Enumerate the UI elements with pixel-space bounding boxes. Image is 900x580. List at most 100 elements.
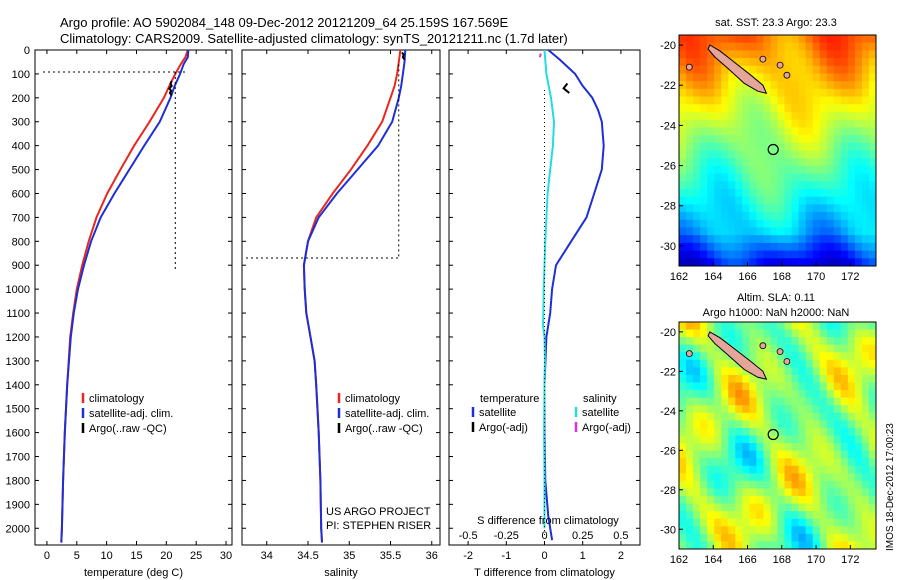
map-cell	[777, 374, 786, 384]
map-cell	[728, 112, 736, 121]
map-cell	[721, 189, 729, 198]
x-tick-label: 30	[220, 550, 232, 562]
map-cell	[777, 235, 786, 244]
map-cell	[861, 473, 870, 482]
map-cell	[749, 204, 757, 213]
map-cell	[742, 165, 750, 175]
map-cell	[756, 112, 765, 121]
map-cell	[763, 158, 772, 167]
map-cell	[833, 473, 842, 482]
map-cell	[714, 397, 722, 406]
map-cell	[861, 73, 870, 82]
map-cell	[847, 435, 856, 444]
map-cell	[812, 382, 821, 391]
map-cell	[840, 58, 849, 67]
map-frame	[678, 321, 877, 550]
map-cell	[868, 496, 876, 505]
map-cell	[700, 405, 708, 414]
map-cell	[868, 503, 876, 512]
map-cell	[707, 344, 715, 353]
map-cell	[770, 204, 779, 213]
map-cell	[805, 35, 814, 44]
map-cell	[826, 227, 835, 236]
map-cell	[721, 390, 729, 399]
map-cell	[770, 450, 779, 459]
map-cell	[791, 81, 800, 90]
map-cell	[868, 73, 876, 82]
map-cell	[833, 112, 842, 121]
map-cell	[819, 196, 828, 205]
map-cell	[777, 480, 786, 490]
map-cell	[868, 526, 876, 535]
map-cell	[791, 73, 800, 82]
map-cell	[826, 443, 835, 452]
map-cell	[798, 158, 807, 167]
map-cell	[833, 173, 842, 182]
map-cell	[721, 35, 729, 44]
map-cell	[819, 526, 828, 535]
map-cell	[812, 344, 821, 353]
s-tick-label: 0.25	[572, 530, 593, 542]
map-cell	[826, 65, 835, 75]
map-cell	[686, 227, 694, 236]
map-y-tick-label: -24	[660, 406, 676, 418]
y-tick-label: 1400	[6, 380, 30, 392]
map-cell	[763, 58, 772, 67]
y-tick-label: 1600	[6, 428, 30, 440]
map-cell	[770, 235, 779, 244]
map-cell	[735, 150, 743, 159]
map-cell	[861, 488, 870, 497]
map-cell	[833, 329, 842, 338]
map-cell	[679, 329, 687, 338]
map-cell	[693, 541, 701, 549]
map-cell	[714, 165, 722, 175]
map-cell	[686, 181, 694, 190]
map-cell	[679, 181, 687, 190]
map-cell	[770, 443, 779, 452]
map-cell	[840, 35, 849, 44]
map-cell	[868, 405, 876, 414]
map-cell	[756, 104, 765, 113]
map-y-tick-label: -22	[660, 80, 676, 92]
map-cell	[735, 50, 743, 59]
sla-map-subtitle: Argo h1000: NaN h2000: NaN	[703, 307, 850, 319]
map-cell	[833, 50, 842, 59]
map-cell	[826, 458, 835, 467]
map-cell	[686, 473, 694, 482]
map-cell	[728, 81, 736, 90]
map-cell	[707, 150, 715, 159]
map-cell	[735, 112, 743, 121]
map-cell	[840, 135, 849, 144]
map-cell	[854, 250, 863, 259]
map-cell	[728, 496, 736, 505]
map-cell	[693, 219, 701, 229]
map-cell	[819, 465, 828, 474]
map-cell	[861, 112, 870, 121]
map-cell	[749, 420, 757, 429]
map-cell	[749, 219, 757, 229]
map-cell	[791, 58, 800, 67]
map-cell	[735, 96, 743, 105]
map-cell	[791, 488, 800, 497]
x-tick-label: 35.5	[380, 550, 401, 562]
map-cell	[861, 119, 870, 128]
map-x-tick-label: 162	[670, 271, 688, 283]
map-y-tick-label: -20	[660, 40, 676, 52]
map-cell	[861, 58, 870, 67]
map-cell	[840, 420, 849, 429]
map-cell	[686, 526, 694, 535]
map-cell	[763, 458, 772, 467]
map-cell	[749, 142, 757, 152]
map-cell	[756, 337, 765, 346]
map-cell	[847, 382, 856, 391]
map-cell	[861, 35, 870, 44]
map-cell	[721, 204, 729, 213]
map-cell	[735, 127, 743, 136]
map-cell	[798, 427, 807, 437]
map-cell	[763, 465, 772, 474]
map-cell	[854, 158, 863, 167]
map-cell	[700, 412, 708, 421]
map-cell	[728, 119, 736, 128]
map-cell	[679, 42, 687, 51]
map-cell	[679, 73, 687, 82]
